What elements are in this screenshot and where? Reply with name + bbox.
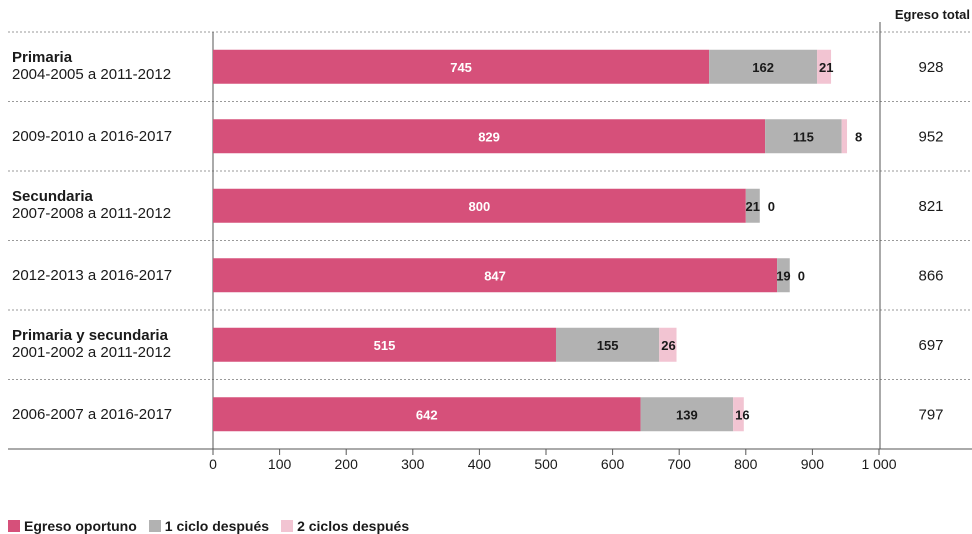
row-period-label: 2012-2013 a 2016-2017 — [12, 266, 173, 284]
bar-segment — [213, 188, 746, 223]
legend: Egreso oportuno 1 ciclo después 2 ciclos… — [8, 518, 415, 534]
bar-segment — [659, 327, 677, 362]
bar-segment — [745, 188, 760, 223]
x-tick-label: 800 — [734, 456, 758, 472]
bar-segment — [213, 258, 778, 293]
data-label: 26 — [661, 338, 675, 353]
row-label: Primaria 2004-2005 a 2011-2012 — [12, 49, 171, 83]
x-tick-label: 300 — [401, 456, 425, 472]
row-label: 2009-2010 a 2016-2017 — [12, 128, 172, 145]
total-value: 821 — [918, 198, 943, 215]
legend-label-2-ciclos: 2 ciclos después — [297, 518, 410, 534]
bar-segment — [640, 397, 734, 432]
bar-segment — [213, 119, 766, 154]
row-group-label: Primaria — [12, 49, 73, 66]
data-label: 745 — [450, 60, 472, 75]
row-period-label: 2009-2010 a 2016-2017 — [12, 127, 173, 145]
data-label: 21 — [819, 60, 833, 75]
data-label: 0 — [798, 268, 805, 283]
data-label: 155 — [597, 338, 619, 353]
total-value: 797 — [918, 406, 943, 423]
x-tick-label: 900 — [801, 456, 825, 472]
total-value: 952 — [918, 128, 943, 145]
x-tick-label: 600 — [601, 456, 625, 472]
legend-swatch-2-ciclos — [281, 520, 294, 532]
bar-segment — [213, 49, 710, 84]
data-label: 19 — [776, 268, 790, 283]
bar-segment — [709, 49, 818, 84]
total-value: 928 — [918, 59, 943, 76]
x-tick-label: 100 — [268, 456, 292, 472]
row-period-label: 2004-2005 a 2011-2012 — [12, 66, 172, 83]
total-value: 697 — [918, 337, 943, 354]
data-label: 515 — [374, 338, 396, 353]
bar-segment — [213, 397, 641, 432]
data-label: 162 — [752, 60, 774, 75]
data-label: 139 — [676, 407, 698, 422]
x-tick-label: 0 — [209, 456, 217, 472]
data-label: 115 — [793, 129, 814, 144]
row-label: Secundaria 2007-2008 a 2011-2012 — [12, 188, 171, 222]
data-label: 847 — [484, 268, 506, 283]
row-period-label: 2006-2007 a 2016-2017 — [12, 405, 173, 423]
row-group-label: Secundaria — [12, 188, 93, 205]
total-value: 866 — [918, 267, 943, 284]
x-tick-label: 500 — [534, 456, 558, 472]
data-label: 642 — [416, 407, 438, 422]
data-label: 0 — [768, 199, 775, 214]
legend-item-2-ciclos: 2 ciclos después — [281, 518, 409, 534]
row-group-label: Primaria y secundaria — [12, 327, 168, 344]
bar-segment — [817, 49, 832, 84]
row-period-label: 2007-2008 a 2011-2012 — [12, 205, 172, 222]
bar-segment — [555, 327, 660, 362]
legend-item-1-ciclo: 1 ciclo después — [148, 518, 270, 534]
bar-segment — [213, 327, 556, 362]
bar-segment — [765, 119, 842, 154]
legend-swatch-1-ciclo — [148, 520, 161, 532]
bar-segment — [841, 119, 848, 154]
data-label: 800 — [469, 199, 491, 214]
data-label: 8 — [855, 129, 862, 144]
data-label: 829 — [478, 129, 500, 144]
total-column-header: Egreso total — [894, 7, 970, 22]
data-label: 16 — [735, 407, 749, 422]
row-label: Primaria y secundaria 2001-2002 a 2011-20… — [12, 327, 171, 361]
row-label: 2012-2013 a 2016-2017 — [12, 267, 172, 284]
x-tick-label: 200 — [335, 456, 359, 472]
row-label: 2006-2007 a 2016-2017 — [12, 406, 172, 423]
data-label: 21 — [746, 199, 760, 214]
legend-swatch-egreso-oportuno — [8, 520, 20, 532]
row-period-label: 2001-2002 a 2011-2012 — [12, 344, 172, 361]
bar-segment — [777, 258, 790, 293]
legend-item-egreso-oportuno: Egreso oportuno — [8, 518, 137, 534]
x-tick-label: 700 — [668, 456, 692, 472]
legend-label-1-ciclo: 1 ciclo después — [164, 518, 270, 534]
bar-segment — [733, 397, 744, 432]
x-tick-label: 1 000 — [861, 456, 896, 472]
x-tick-label: 400 — [468, 456, 492, 472]
legend-label-egreso-oportuno: Egreso oportuno — [24, 518, 137, 534]
